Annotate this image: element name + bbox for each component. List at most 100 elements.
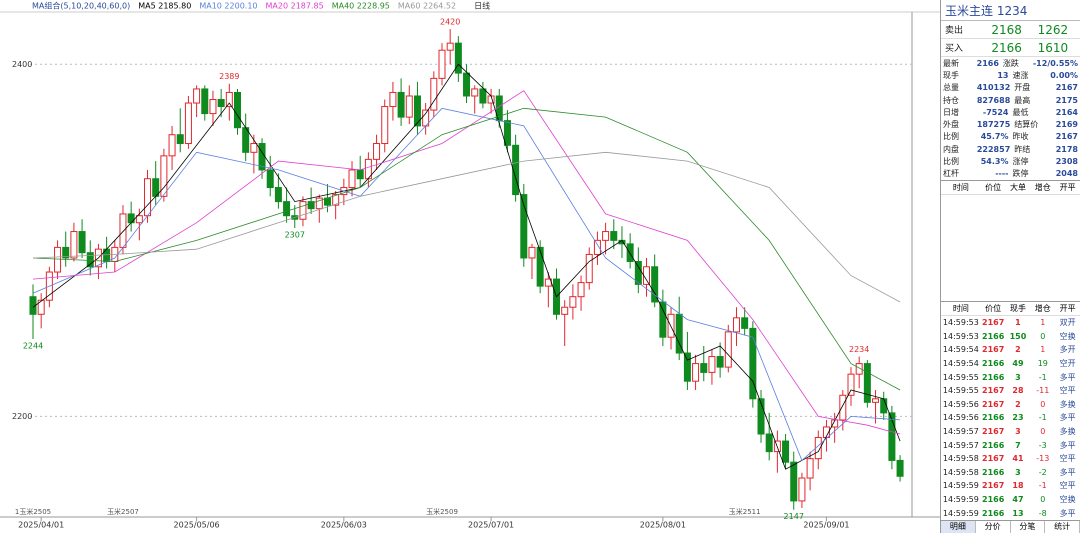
order-book-cell: 2166 xyxy=(991,40,1022,55)
tick-cell: 49 xyxy=(1012,359,1024,369)
quote-cell: 昨结 xyxy=(1014,144,1031,154)
order-book-cell: 1262 xyxy=(1037,22,1069,37)
candle-body xyxy=(896,459,904,477)
header-cell: 现手 xyxy=(1009,303,1026,313)
quote-row: 内盘 222857 昨结 2178 xyxy=(941,143,1080,155)
tick-cell: 19 xyxy=(1037,359,1048,369)
tick-cell: 7 xyxy=(1015,440,1021,450)
candle-body xyxy=(765,433,773,453)
tick-cell: 空换 xyxy=(1059,494,1076,504)
candle-body xyxy=(724,331,732,368)
tick-cell: 2167 xyxy=(982,427,1005,437)
tick-cell: -8 xyxy=(1038,508,1047,518)
quote-cell: 2169 xyxy=(1055,120,1078,130)
tab[interactable]: 分价 xyxy=(976,521,1011,533)
tick-row: 14:59:57 2166 7 -3 多平 xyxy=(941,438,1080,452)
tick-cell: 0 xyxy=(1040,494,1046,504)
header-cell: 大单 xyxy=(1009,182,1026,192)
quote-cell: -7524 xyxy=(982,107,1009,117)
x-tick-label: 2025/04/01 xyxy=(18,521,64,530)
candle-body xyxy=(201,88,209,115)
candle-body xyxy=(176,134,184,145)
tick-row: 14:59:53 2167 1 1 双开 xyxy=(941,316,1080,330)
candle-body xyxy=(536,246,544,287)
quote-cell: 2308 xyxy=(1055,157,1078,167)
tick-row: 14:59:56 2166 23 -1 多平 xyxy=(941,411,1080,425)
x-tick-label: 2025/07/01 xyxy=(468,521,514,530)
quote-row: 日增 -7524 最低 2164 xyxy=(941,106,1080,118)
candle-body xyxy=(274,187,282,203)
candle-body xyxy=(160,155,168,197)
candle-body xyxy=(356,169,364,180)
candle-body xyxy=(839,394,847,421)
candle-body xyxy=(561,306,569,315)
candle-body xyxy=(610,231,618,241)
tab[interactable]: 分笔 xyxy=(1011,521,1046,533)
big-order-area xyxy=(941,195,1080,301)
quote-cell: 涨停 xyxy=(1012,157,1029,167)
tick-row: 14:59:55 2166 3 -1 多平 xyxy=(941,370,1080,384)
quote-cell: 187275 xyxy=(976,120,1011,130)
tick-cell: 空平 xyxy=(1059,386,1076,396)
quote-cell: 涨跌 xyxy=(1002,58,1019,68)
tick-row: 14:59:57 2167 3 0 多换 xyxy=(941,425,1080,439)
candle-body xyxy=(880,398,888,414)
candle-body xyxy=(86,252,94,268)
tick-cell: -3 xyxy=(1038,440,1047,450)
candle-body xyxy=(389,91,397,108)
candle-body xyxy=(732,317,740,333)
ma-line xyxy=(32,90,901,435)
candle-body xyxy=(127,213,135,224)
candle-body xyxy=(479,88,487,104)
tick-cell: 3 xyxy=(1015,372,1021,382)
header-cell: 时间 xyxy=(952,182,969,192)
candle-body xyxy=(847,373,855,396)
quote-cell: 0.00% xyxy=(1050,70,1078,80)
quote-cell: 比例 xyxy=(943,157,959,167)
candle-body xyxy=(266,169,274,189)
extreme-label: 2420 xyxy=(440,18,460,27)
tab[interactable]: 统计 xyxy=(1045,521,1080,533)
quote-cell: 昨收 xyxy=(1012,132,1029,142)
candle-body xyxy=(741,317,749,329)
candle-body xyxy=(716,356,724,368)
x-tick-label: 2025/08/01 xyxy=(640,521,686,530)
candle-body xyxy=(863,363,871,403)
tick-cell: 多平 xyxy=(1059,467,1076,477)
candle-body xyxy=(446,42,454,51)
quote-cell: 13 xyxy=(997,70,1009,80)
header-cell: 价位 xyxy=(985,303,1002,313)
tick-cell: 18 xyxy=(1012,481,1024,491)
tick-cell: 空开 xyxy=(1059,359,1076,369)
candle-body xyxy=(373,143,381,160)
tick-cell: 0 xyxy=(1040,399,1046,409)
x-tick-label: 2025/09/01 xyxy=(803,521,849,530)
tick-cell: 2166 xyxy=(982,372,1005,382)
candle-body xyxy=(855,363,863,375)
quote-cell: 总量 xyxy=(943,83,959,93)
tick-cell: 14:59:53 xyxy=(942,318,979,328)
tick-cell: 双开 xyxy=(1059,318,1076,328)
quote-cell: 日增 xyxy=(943,107,959,117)
tab[interactable]: 明细 xyxy=(941,521,976,533)
quote-row: 总量 410132 开盘 2167 xyxy=(941,82,1080,94)
tick-cell: 2166 xyxy=(982,440,1005,450)
big-order-header: 时间 价位 大单 增仓 开平 xyxy=(941,179,1080,195)
candle-body xyxy=(503,120,511,146)
tick-cell: 14:59:53 xyxy=(942,331,979,341)
candle-body xyxy=(708,356,716,373)
candle-body xyxy=(119,213,127,248)
tick-cell: 0 xyxy=(1040,427,1046,437)
order-book-cell: 2168 xyxy=(991,22,1022,37)
candle-body xyxy=(643,266,650,285)
legend-entry: MA40 2228.95 xyxy=(332,2,390,11)
candle-body xyxy=(626,243,634,262)
contract-label: 1玉米2505 xyxy=(15,507,51,516)
tick-cell: 空平 xyxy=(1059,454,1076,464)
tick-row: 14:59:59 2167 18 -1 空平 xyxy=(941,479,1080,493)
extreme-label: 2389 xyxy=(219,72,239,81)
quote-cell: 最低 xyxy=(1012,107,1029,117)
order-book-cell: 1610 xyxy=(1037,40,1069,55)
tick-cell: 14:59:58 xyxy=(942,454,979,464)
tick-cell: 2166 xyxy=(982,467,1005,477)
